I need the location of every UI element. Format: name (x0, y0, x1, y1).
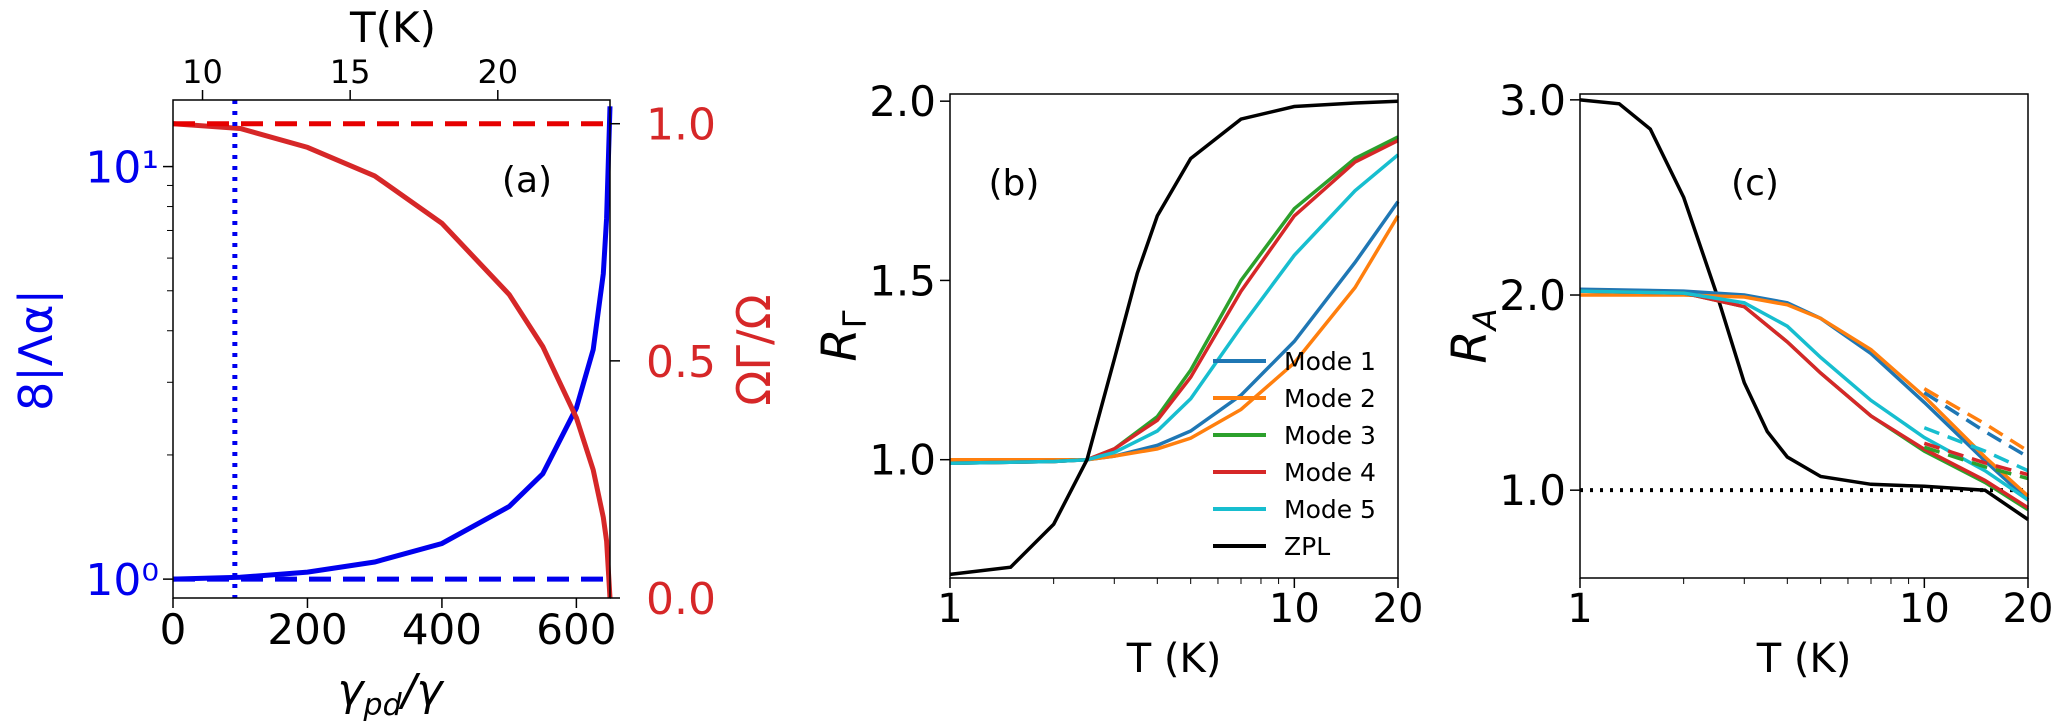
panel-b-xtick-label: 10 (1269, 586, 1320, 632)
panel-c-ytick-label: 2.0 (1499, 271, 1566, 320)
panel-b-ytick-label: 2.0 (869, 77, 936, 126)
panel-c: 1 10 20 1.0 2.0 3.0 (c) T (K) RA (1442, 76, 2053, 682)
panel-a: 0 200 400 600 10 15 20 10¹ 10⁰ 0.0 0.5 1.0 (a) T… (9, 3, 781, 723)
panel-b-ylabel-sub: Γ (836, 310, 874, 328)
panel-c-series-mode-1-dashed (1923, 391, 2029, 459)
panel-a-ytick-right-label: 0.0 (646, 574, 716, 625)
panel-a-xlabel: γpd/γ (337, 665, 444, 723)
legend-item-mode-4: Mode 4 (1213, 458, 1376, 487)
legend-label-mode-1: Mode 1 (1284, 347, 1376, 376)
panel-a-ytick-right-label: 0.5 (646, 337, 716, 388)
panel-c-frame (1579, 93, 2029, 579)
panel-b: 1 10 20 1.0 1.5 2.0 (b) T (K) RΓ Mode 1 Mode… (812, 77, 1423, 682)
legend-label-mode-5: Mode 5 (1284, 495, 1376, 524)
panel-b-ylabel: RΓ (812, 310, 874, 361)
panel-c-ylabel: RA (1442, 308, 1504, 363)
panel-b-series-zpl (949, 99, 1399, 577)
legend-label-zpl: ZPL (1284, 532, 1330, 561)
panel-a-left-ticks: 10¹ 10⁰ (85, 143, 173, 606)
legend-item-mode-1: Mode 1 (1213, 347, 1376, 376)
panel-a-frame (172, 99, 611, 599)
panel-b-frame (949, 93, 1399, 579)
panel-b-yticks: 1.0 1.5 2.0 (869, 77, 950, 485)
panel-a-xlabel-main: γ (337, 665, 365, 716)
panel-a-ytick-right-label: 1.0 (646, 100, 716, 151)
panel-b-legend: Mode 1 Mode 2 Mode 3 Mode 4 Mode 5 ZPL (1213, 347, 1376, 561)
panel-b-label: (b) (989, 163, 1040, 204)
legend-item-mode-5: Mode 5 (1213, 495, 1376, 524)
panel-b-xtick-label: 1 (937, 586, 962, 632)
panel-a-ylabel-right: ΩΓ/Ω (727, 294, 781, 405)
panel-b-xlabel: T (K) (1126, 636, 1222, 682)
panel-a-top-tick-label: 20 (477, 53, 518, 91)
legend-label-mode-3: Mode 3 (1284, 421, 1376, 450)
panel-a-xlabel-sub: pd (363, 688, 403, 723)
panel-c-label: (c) (1731, 163, 1779, 204)
panel-b-xticks: 1 10 20 (937, 578, 1423, 632)
panel-b-series (949, 99, 1400, 577)
panel-a-series (172, 106, 613, 599)
panel-a-xtick-label: 400 (402, 605, 482, 654)
panel-a-xtick-label: 0 (160, 605, 187, 654)
panel-a-top-tick-label: 15 (330, 53, 371, 91)
panel-a-xlabel-tail: /γ (398, 665, 445, 716)
panel-c-ytick-label: 1.0 (1499, 466, 1566, 515)
panel-a-bottom-ticks: 0 200 400 600 (160, 598, 616, 654)
panel-b-ytick-label: 1.0 (869, 436, 936, 485)
panel-a-xtick-label: 600 (536, 605, 616, 654)
panel-a-top-tick-label: 10 (182, 53, 223, 91)
panel-c-series-zpl (1579, 98, 2029, 521)
legend-item-zpl: ZPL (1213, 532, 1330, 561)
legend-item-mode-3: Mode 3 (1213, 421, 1376, 450)
panel-a-ytick-left-label: 10⁰ (85, 555, 159, 606)
panel-a-ylabel-left: 8|Λα| (9, 289, 64, 411)
panel-c-yticks: 1.0 2.0 3.0 (1499, 76, 1580, 515)
panel-a-label: (a) (502, 160, 552, 201)
panel-b-xtick-label: 20 (1373, 586, 1424, 632)
panel-c-series (1579, 98, 2030, 521)
panel-c-series-mode-4 (1579, 289, 2029, 510)
panel-c-series-mode-4-dashed (1923, 441, 2029, 477)
panel-a-xtick-label: 200 (267, 605, 347, 654)
panel-c-series-mode-5-dashed (1923, 426, 2029, 473)
legend-item-mode-2: Mode 2 (1213, 384, 1376, 413)
panel-c-series-mode-3-dashed (1923, 445, 2029, 481)
panel-a-top-xlabel: T(K) (349, 3, 436, 52)
panel-c-ytick-label: 3.0 (1499, 76, 1566, 125)
panel-a-ytick-left-label: 10¹ (85, 143, 159, 194)
panel-c-xticks: 1 10 20 (1567, 578, 2053, 632)
legend-label-mode-2: Mode 2 (1284, 384, 1376, 413)
panel-c-series-mode-3 (1579, 289, 2029, 512)
panel-c-ylabel-sub: A (1466, 308, 1504, 332)
panel-a-series-solid (172, 121, 613, 599)
panel-b-series-mode-5 (949, 153, 1400, 466)
panel-c-series-mode-2-dashed (1923, 387, 2029, 453)
panel-a-right-ticks: 0.0 0.5 1.0 (610, 100, 716, 625)
panel-c-xtick-label: 10 (1899, 586, 1950, 632)
panel-c-xtick-label: 20 (2003, 586, 2054, 632)
panel-a-top-ticks: 10 15 20 (182, 53, 518, 100)
panel-c-ylabel-main: R (1442, 330, 1498, 363)
panel-a-series-8-solid (172, 106, 613, 582)
panel-b-ylabel-main: R (812, 328, 868, 361)
panel-c-xtick-label: 1 (1567, 586, 1592, 632)
panel-b-ytick-label: 1.5 (869, 256, 936, 305)
panel-c-series-mode-5 (1579, 289, 2029, 502)
panel-c-xlabel: T (K) (1756, 636, 1852, 682)
legend-label-mode-4: Mode 4 (1284, 458, 1376, 487)
